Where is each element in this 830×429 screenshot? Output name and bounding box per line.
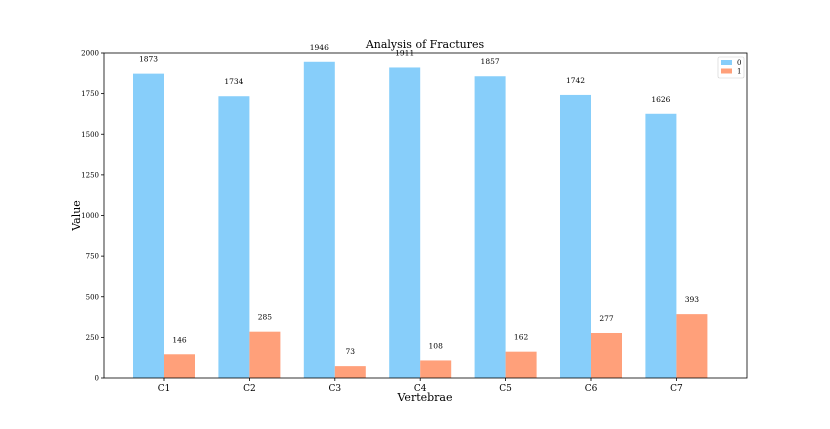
bar-C7-series-1 xyxy=(676,314,708,378)
y-tick-label: 500 xyxy=(86,293,99,301)
bar-C6-series-0 xyxy=(560,94,591,379)
y-tick-label: 0 xyxy=(95,375,99,383)
legend: 01 xyxy=(717,56,745,79)
bars xyxy=(133,61,708,379)
bar-C3-series-0 xyxy=(303,61,335,379)
plot-frame xyxy=(103,52,748,379)
value-label: 1742 xyxy=(566,76,585,85)
bar-C4-series-0 xyxy=(389,67,421,379)
y-tick-label: 2000 xyxy=(81,50,99,58)
value-label: 162 xyxy=(514,333,529,342)
bar-C2-series-0 xyxy=(218,96,250,378)
x-tick-label: C2 xyxy=(243,384,256,394)
x-tick-label: C3 xyxy=(328,384,341,394)
legend-label: 0 xyxy=(737,59,741,67)
value-label: 1734 xyxy=(224,77,243,86)
value-label: 1626 xyxy=(651,95,670,104)
value-label: 146 xyxy=(172,335,187,344)
x-tick-label: C1 xyxy=(158,384,171,394)
value-label: 1857 xyxy=(481,57,500,66)
y-axis-label: Value xyxy=(70,200,83,232)
x-axis: C1 C2 C3 C4 C5 C6 C7 xyxy=(158,378,683,394)
bar-C1-series-1 xyxy=(164,354,195,378)
bar-C5-series-1 xyxy=(505,351,537,378)
bar-C6-series-1 xyxy=(591,332,622,378)
legend-swatch xyxy=(721,68,732,74)
value-label: 285 xyxy=(258,313,273,322)
value-label: 73 xyxy=(346,347,356,356)
legend-swatch xyxy=(721,60,732,65)
x-tick-label: C4 xyxy=(414,384,427,394)
y-axis: 0 250 500 750 1000 1250 1500 1750 2000 xyxy=(81,50,104,383)
value-label: 393 xyxy=(685,295,700,304)
bar-C4-series-1 xyxy=(420,360,452,378)
bar-C5-series-0 xyxy=(474,76,506,379)
x-axis-label: Vertebrae xyxy=(397,391,453,404)
y-tick-label: 1250 xyxy=(81,171,99,179)
x-tick-label: C5 xyxy=(499,384,512,394)
x-tick-label: C7 xyxy=(670,384,683,394)
value-label: 1873 xyxy=(139,55,158,64)
y-tick-label: 750 xyxy=(86,253,99,261)
y-tick-label: 250 xyxy=(86,334,99,342)
y-tick-label: 1000 xyxy=(81,212,99,220)
bar-C3-series-1 xyxy=(334,366,366,378)
y-tick-label: 1500 xyxy=(81,131,99,139)
value-label: 277 xyxy=(599,314,614,323)
value-label: 1946 xyxy=(310,43,329,52)
legend-label: 1 xyxy=(737,67,741,75)
chart-title: Analysis of Fractures xyxy=(365,38,485,51)
bar-C7-series-0 xyxy=(645,113,677,379)
x-tick-label: C6 xyxy=(585,384,598,394)
value-label: 108 xyxy=(429,341,444,350)
y-tick-label: 1750 xyxy=(81,90,99,98)
bar-C2-series-1 xyxy=(249,331,281,378)
bar-C1-series-0 xyxy=(133,73,164,378)
